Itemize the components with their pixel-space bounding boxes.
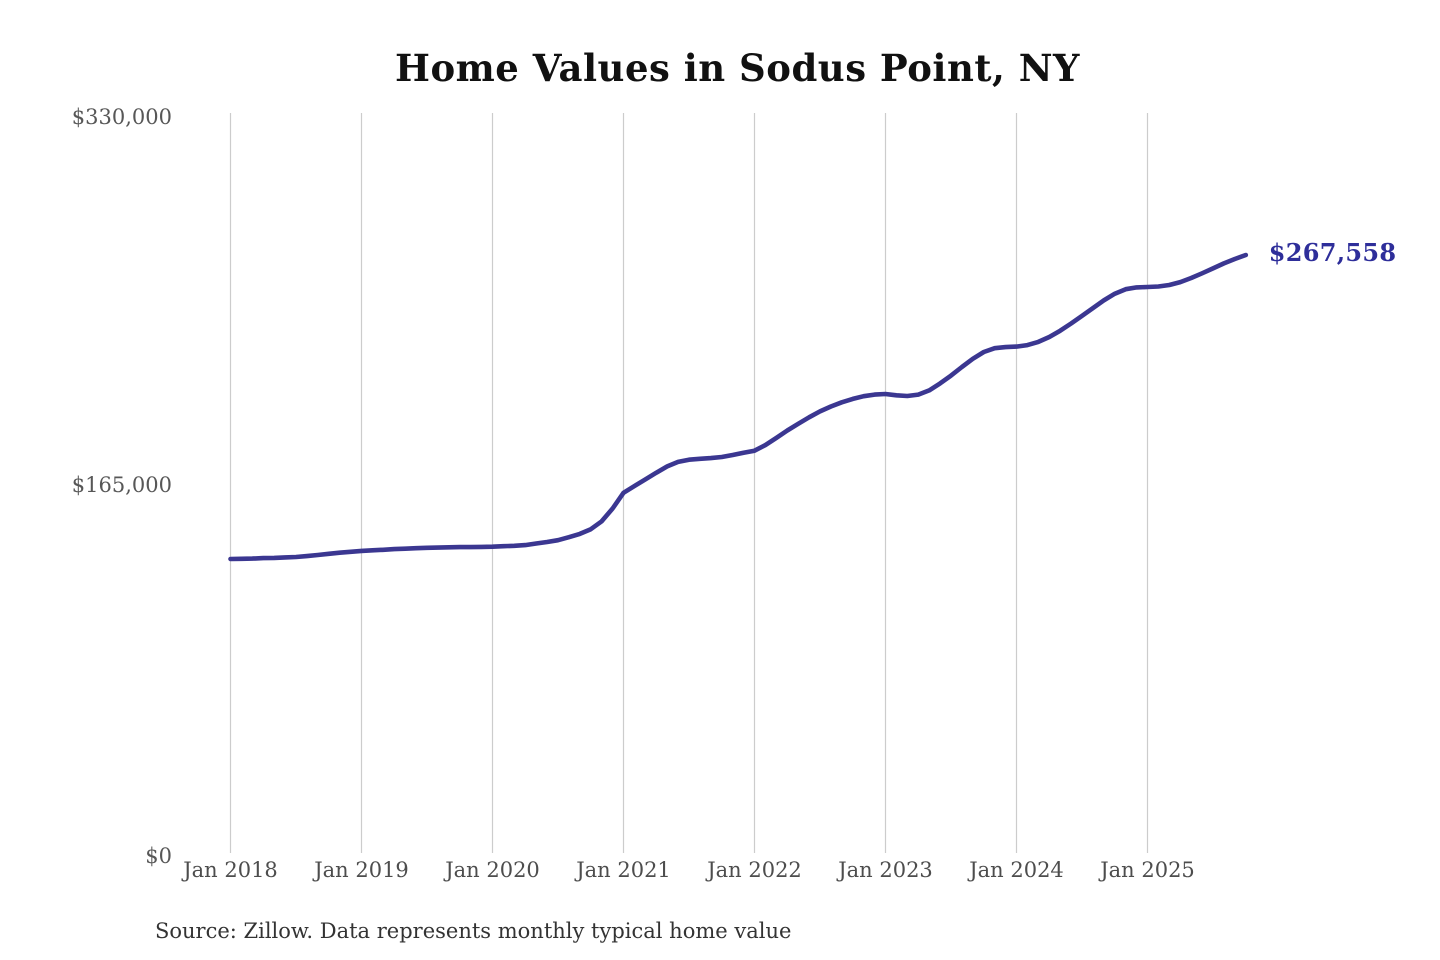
latest-value-label: $267,558 <box>1268 238 1397 268</box>
x-axis-tick-label: Jan 2024 <box>969 858 1064 882</box>
x-axis-tick-label: Jan 2020 <box>445 858 540 882</box>
home-value-line <box>228 252 1249 562</box>
source-note: Source: Zillow. Data represents monthly … <box>155 919 792 943</box>
y-axis-tick-0: $0 <box>145 844 172 868</box>
y-axis-tick-330000: $330,000 <box>71 105 172 129</box>
y-axis-tick-165000: $165,000 <box>71 473 172 497</box>
x-axis-tick-label: Jan 2022 <box>707 858 802 882</box>
x-axis-tick-label: Jan 2021 <box>576 858 671 882</box>
chart-title: Home Values in Sodus Point, NY <box>395 46 1080 90</box>
x-axis-tick-label: Jan 2019 <box>314 858 409 882</box>
x-axis-tick-label: Jan 2025 <box>1100 858 1195 882</box>
x-axis-tick-label: Jan 2018 <box>183 858 278 882</box>
x-axis-tick-label: Jan 2023 <box>838 858 933 882</box>
